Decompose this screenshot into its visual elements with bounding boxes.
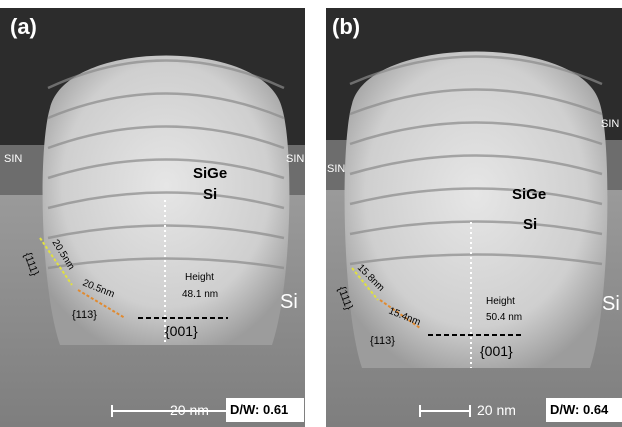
epi-dome: [345, 52, 608, 369]
sin-right: SIN: [601, 118, 619, 130]
dw: D/W: 0.61: [230, 402, 288, 417]
sige: SiGe: [512, 186, 546, 203]
figure: (a)SINSINSiGeSi20.5nm{111}20.5nm{113}Hei…: [0, 0, 622, 427]
scale-bar: 20 nm: [170, 402, 209, 418]
facet-113: {113}: [72, 309, 97, 321]
sin-right: SIN: [286, 153, 304, 165]
si-top: Si: [203, 186, 217, 203]
label: (b): [332, 14, 360, 39]
plane-001: {001}: [165, 323, 198, 339]
si-substrate: Si: [280, 291, 298, 313]
label: (a): [10, 14, 37, 39]
scale-bar: 20 nm: [477, 402, 516, 418]
facet-113: {113}: [370, 335, 395, 347]
height-label: Height: [486, 296, 515, 307]
height-label: Height: [185, 272, 214, 283]
height-value: 48.1 nm: [182, 289, 218, 300]
sin-left: SIN: [4, 153, 22, 165]
dw: D/W: 0.64: [550, 402, 609, 417]
si-substrate: Si: [602, 293, 620, 315]
sin-left: SIN: [327, 163, 345, 175]
height-value: 50.4 nm: [486, 312, 522, 323]
si-top: Si: [523, 216, 537, 233]
panel: (b)SINSINSiGeSi15.8nm{111}15.4nm{113}Hei…: [326, 8, 622, 427]
plane-001: {001}: [480, 343, 513, 359]
sige: SiGe: [193, 165, 227, 182]
